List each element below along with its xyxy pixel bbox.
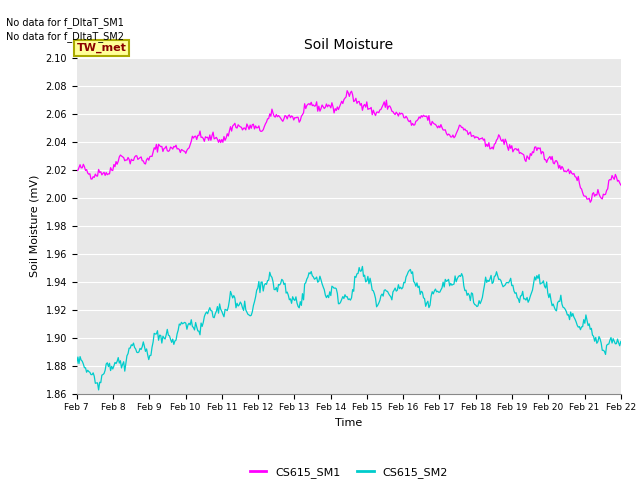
Text: No data for f_DltaT_SM1: No data for f_DltaT_SM1 xyxy=(6,17,124,28)
CS615_SM2 xyxy=(95,387,102,393)
Text: TW_met: TW_met xyxy=(77,43,127,53)
CS615_SM1 xyxy=(369,112,376,118)
CS615_SM2 xyxy=(399,285,406,290)
CS615_SM1 xyxy=(398,110,406,116)
Title: Soil Moisture: Soil Moisture xyxy=(304,38,394,52)
CS615_SM1 xyxy=(606,177,614,182)
CS615_SM2 xyxy=(332,286,340,291)
X-axis label: Time: Time xyxy=(335,418,362,428)
Y-axis label: Soil Moisture (mV): Soil Moisture (mV) xyxy=(30,174,40,277)
CS615_SM2 xyxy=(617,338,625,344)
Line: CS615_SM2: CS615_SM2 xyxy=(77,266,621,390)
CS615_SM1 xyxy=(73,168,81,173)
CS615_SM1 xyxy=(586,199,594,205)
Line: CS615_SM1: CS615_SM1 xyxy=(77,91,621,202)
CS615_SM2 xyxy=(73,360,81,366)
Text: No data for f_DltaT_SM2: No data for f_DltaT_SM2 xyxy=(6,31,124,42)
CS615_SM1 xyxy=(343,88,351,94)
CS615_SM1 xyxy=(520,152,527,158)
CS615_SM1 xyxy=(617,182,625,188)
Legend: CS615_SM1, CS615_SM2: CS615_SM1, CS615_SM2 xyxy=(245,462,452,480)
CS615_SM2 xyxy=(606,337,614,343)
CS615_SM2 xyxy=(336,301,344,307)
CS615_SM1 xyxy=(335,107,342,112)
CS615_SM1 xyxy=(332,106,339,111)
CS615_SM2 xyxy=(369,288,377,294)
CS615_SM2 xyxy=(358,264,366,269)
CS615_SM2 xyxy=(521,296,529,301)
